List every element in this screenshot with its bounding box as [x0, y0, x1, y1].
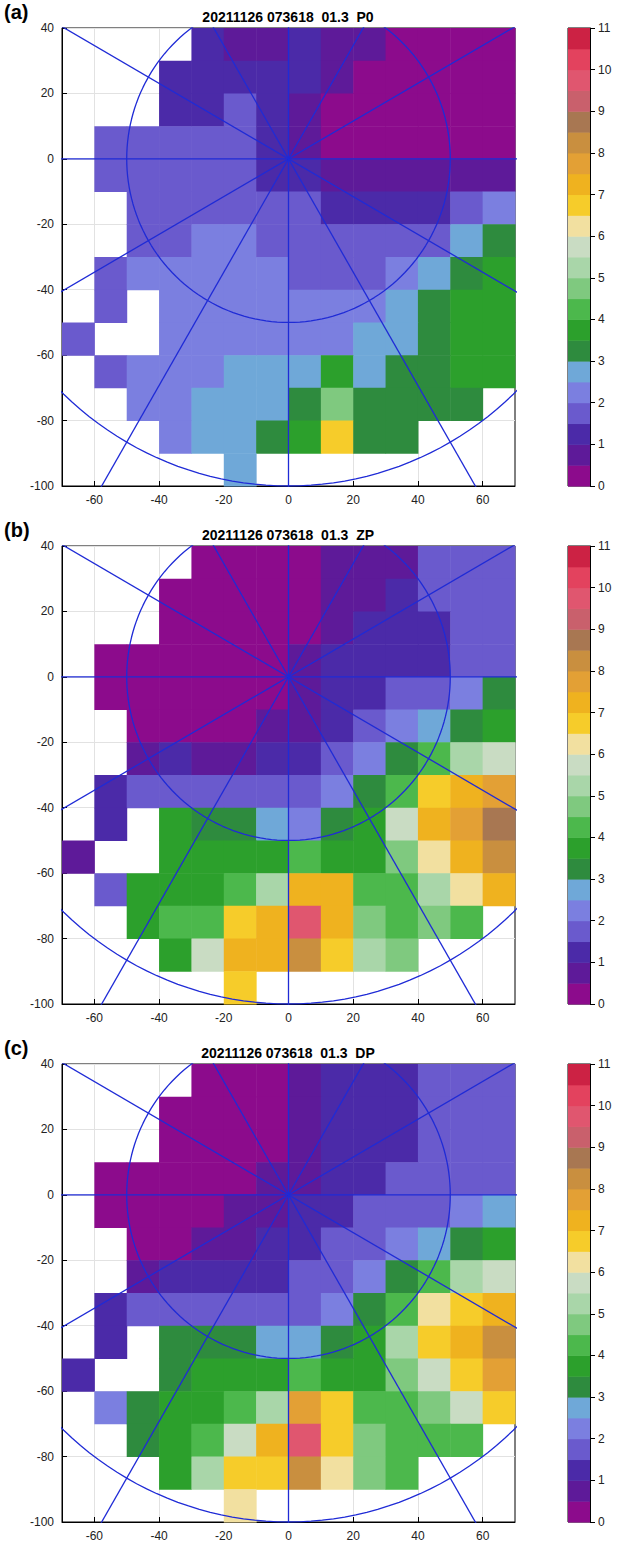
svg-text:8: 8	[598, 664, 605, 678]
svg-text:-60: -60	[86, 493, 104, 507]
svg-text:20: 20	[41, 604, 55, 618]
svg-text:11: 11	[598, 1057, 611, 1071]
svg-text:9: 9	[598, 1140, 605, 1154]
svg-text:20: 20	[347, 1011, 361, 1025]
svg-text:-100: -100	[30, 479, 54, 493]
svg-text:-60: -60	[86, 1011, 104, 1025]
svg-text:-20: -20	[37, 217, 55, 231]
svg-text:10: 10	[598, 63, 612, 77]
svg-text:-20: -20	[215, 1529, 233, 1543]
svg-text:0: 0	[598, 997, 605, 1011]
svg-text:10: 10	[598, 581, 612, 595]
svg-text:20: 20	[347, 493, 361, 507]
svg-text:4: 4	[598, 1348, 605, 1362]
svg-text:1: 1	[598, 437, 605, 451]
svg-text:(c): (c)	[4, 1037, 28, 1059]
svg-text:9: 9	[598, 104, 605, 118]
svg-text:40: 40	[41, 539, 55, 553]
svg-text:-20: -20	[37, 735, 55, 749]
svg-text:3: 3	[598, 872, 605, 886]
svg-text:-80: -80	[37, 932, 55, 946]
svg-text:0: 0	[47, 152, 54, 166]
svg-text:40: 40	[411, 1011, 425, 1025]
svg-text:3: 3	[598, 1390, 605, 1404]
svg-text:1: 1	[598, 1473, 605, 1487]
svg-text:40: 40	[411, 493, 425, 507]
svg-text:7: 7	[598, 1224, 605, 1238]
svg-text:-20: -20	[37, 1253, 55, 1267]
svg-text:-40: -40	[150, 493, 168, 507]
svg-text:20: 20	[41, 1122, 55, 1136]
svg-text:9: 9	[598, 622, 605, 636]
svg-text:0: 0	[285, 493, 292, 507]
svg-text:5: 5	[598, 271, 605, 285]
svg-text:40: 40	[41, 21, 55, 35]
svg-text:4: 4	[598, 312, 605, 326]
svg-text:-20: -20	[215, 493, 233, 507]
svg-text:-40: -40	[37, 801, 55, 815]
svg-text:7: 7	[598, 706, 605, 720]
svg-text:0: 0	[285, 1011, 292, 1025]
svg-text:0: 0	[598, 479, 605, 493]
svg-text:-20: -20	[215, 1011, 233, 1025]
svg-text:1: 1	[598, 955, 605, 969]
svg-text:40: 40	[41, 1057, 55, 1071]
svg-text:6: 6	[598, 747, 605, 761]
svg-text:6: 6	[598, 1265, 605, 1279]
svg-text:(b): (b)	[4, 519, 30, 541]
svg-text:-80: -80	[37, 414, 55, 428]
svg-text:20211126 073618 01.3 P0: 20211126 073618 01.3 P0	[202, 9, 373, 25]
svg-text:60: 60	[476, 1011, 490, 1025]
svg-text:20211126 073618 01.3 ZP: 20211126 073618 01.3 ZP	[202, 527, 374, 543]
svg-text:20211126 073618 01.3 DP: 20211126 073618 01.3 DP	[201, 1045, 375, 1061]
svg-text:5: 5	[598, 789, 605, 803]
svg-text:-60: -60	[86, 1529, 104, 1543]
svg-text:7: 7	[598, 188, 605, 202]
svg-text:10: 10	[598, 1099, 612, 1113]
svg-text:11: 11	[598, 539, 611, 553]
svg-text:0: 0	[47, 670, 54, 684]
svg-text:-100: -100	[30, 997, 54, 1011]
svg-text:-40: -40	[37, 283, 55, 297]
svg-text:-80: -80	[37, 1450, 55, 1464]
svg-text:11: 11	[598, 21, 611, 35]
svg-text:8: 8	[598, 146, 605, 160]
svg-text:0: 0	[47, 1188, 54, 1202]
svg-text:20: 20	[347, 1529, 361, 1543]
svg-text:2: 2	[598, 1432, 605, 1446]
svg-text:-40: -40	[37, 1319, 55, 1333]
svg-text:8: 8	[598, 1182, 605, 1196]
svg-text:-60: -60	[37, 866, 55, 880]
svg-text:0: 0	[285, 1529, 292, 1543]
svg-text:0: 0	[598, 1515, 605, 1529]
svg-text:5: 5	[598, 1307, 605, 1321]
svg-text:2: 2	[598, 396, 605, 410]
svg-text:-60: -60	[37, 348, 55, 362]
svg-text:2: 2	[598, 914, 605, 928]
svg-text:40: 40	[411, 1529, 425, 1543]
svg-text:3: 3	[598, 354, 605, 368]
svg-text:-40: -40	[150, 1011, 168, 1025]
svg-text:60: 60	[476, 493, 490, 507]
svg-text:-100: -100	[30, 1515, 54, 1529]
svg-text:-40: -40	[150, 1529, 168, 1543]
svg-text:4: 4	[598, 830, 605, 844]
svg-text:6: 6	[598, 229, 605, 243]
svg-text:-60: -60	[37, 1384, 55, 1398]
svg-text:(a): (a)	[4, 1, 28, 23]
svg-text:20: 20	[41, 86, 55, 100]
svg-text:60: 60	[476, 1529, 490, 1543]
